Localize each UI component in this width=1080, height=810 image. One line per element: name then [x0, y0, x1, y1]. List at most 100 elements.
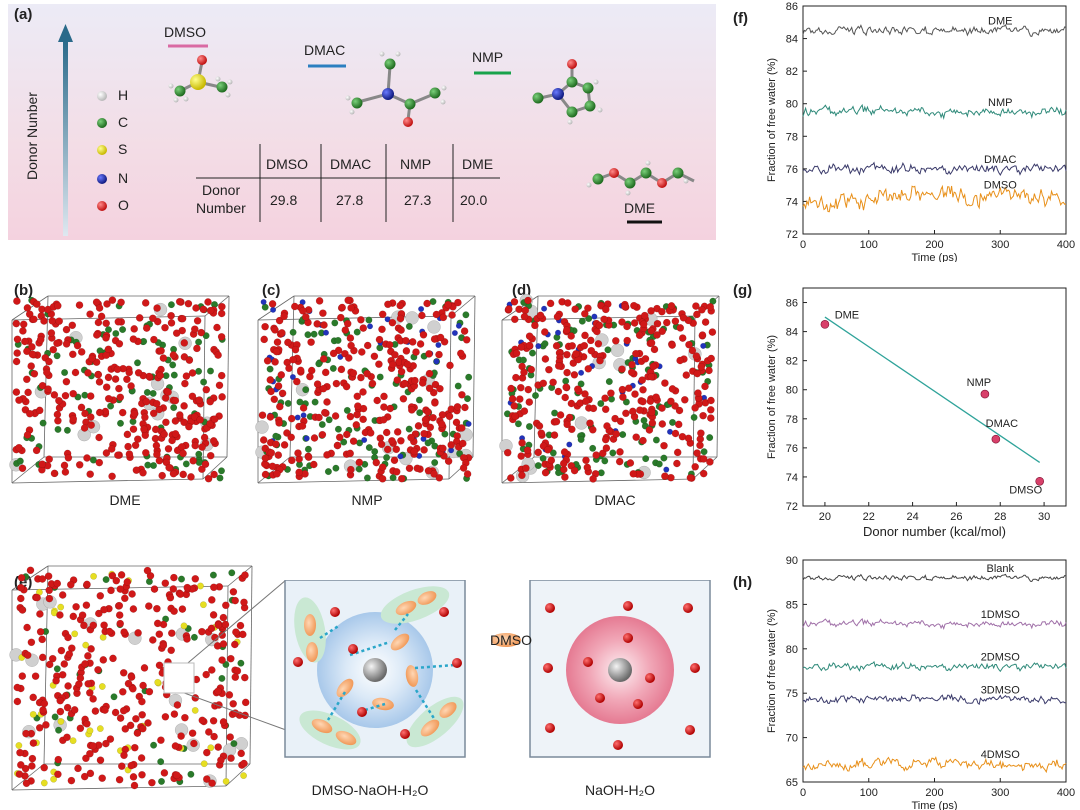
f-series-label-dmac: DMAC — [984, 154, 1016, 166]
hbond-dashes — [319, 613, 456, 721]
g-ytick-label-5: 82 — [786, 356, 798, 368]
g-fit-line — [824, 316, 1041, 463]
h-series-label-3dmso: 3DMSO — [981, 684, 1021, 696]
zoom-line-top — [175, 580, 287, 674]
h-series-line-4dmso — [802, 756, 1067, 774]
panel-label-c: (c) — [262, 282, 281, 299]
dmac-molecule — [345, 51, 447, 127]
g-xtick-label-0: 20 — [819, 511, 831, 523]
f-ytick-label-2: 76 — [786, 164, 798, 176]
h-series-label-1dmso: 1DMSO — [981, 609, 1021, 621]
legend-s-label: S — [118, 141, 128, 157]
g-point-label-nmp: NMP — [967, 377, 991, 389]
table-header-dme: DME — [462, 156, 494, 172]
f-ytick-label-5: 82 — [786, 66, 798, 78]
h-series-line-blank — [802, 573, 1067, 583]
water-molecules-b — [543, 601, 700, 750]
table-header-dmso: DMSO — [266, 156, 308, 172]
table-value-nmp: 27.3 — [404, 192, 432, 208]
dmso-ellipses — [304, 591, 457, 746]
panel-label-a: (a) — [14, 6, 33, 23]
h-ytick-label-2: 75 — [786, 688, 798, 700]
g-point-nmp — [980, 389, 990, 399]
f-xtick-label-1: 100 — [860, 239, 878, 251]
h-series-line-1dmso — [802, 617, 1067, 630]
h-ytick-label-0: 65 — [786, 777, 798, 789]
caption-c: NMP — [351, 492, 383, 508]
g-xtick-label-1: 22 — [863, 511, 875, 523]
caption-b: DME — [109, 492, 141, 508]
h-xlabel: Time (ps) — [911, 800, 957, 810]
f-ytick-label-7: 86 — [786, 1, 798, 13]
f-series-line-dmac — [802, 161, 1067, 176]
h-xtick-label-3: 300 — [991, 787, 1009, 799]
md-box-nmp — [255, 295, 476, 484]
table-row-label-2: Number — [196, 200, 246, 216]
g-plot-frame — [802, 287, 1067, 507]
h-xtick-label-0: 0 — [800, 787, 806, 799]
md-atoms — [9, 296, 226, 483]
f-series-label-dmso: DMSO — [984, 180, 1017, 192]
nmp-molecule — [532, 59, 603, 125]
table-value-dmac: 27.8 — [336, 192, 364, 208]
table-value-dme: 20.0 — [460, 192, 488, 208]
f-ytick-label-1: 74 — [786, 196, 798, 208]
g-point-label-dmac: DMAC — [986, 418, 1018, 430]
donor-arrow-shaft — [63, 40, 68, 236]
dme-molecule-label: DME — [624, 200, 656, 216]
panel-label-h: (h) — [733, 574, 753, 591]
solvation-schematics — [163, 580, 711, 758]
g-xtick-label-4: 28 — [994, 511, 1006, 523]
table-value-dmso: 29.8 — [270, 192, 298, 208]
water-molecules-a — [293, 607, 462, 739]
f-ytick-label-4: 80 — [786, 99, 798, 111]
g-xlabel: Donor number (kcal/mol) — [863, 524, 1006, 539]
md-box-dmac — [499, 293, 720, 484]
h-ytick-label-1: 70 — [786, 733, 798, 745]
table-header-dmac: DMAC — [330, 156, 372, 172]
panel-a-background — [8, 4, 716, 240]
f-xtick-label-3: 300 — [991, 239, 1009, 251]
legend-dmso-label: DMSO — [490, 632, 532, 648]
h-xtick-label-4: 400 — [1057, 787, 1075, 799]
f-series-line-dmso — [802, 184, 1066, 213]
f-plot-frame — [802, 5, 1067, 235]
g-ytick-label-1: 74 — [786, 472, 798, 484]
md-atoms — [9, 566, 250, 790]
legend-n-ball — [97, 174, 107, 184]
f-xtick-label-0: 0 — [800, 239, 806, 251]
donor-number-axis-label: Donor Nunber — [24, 92, 40, 180]
g-point-label-dme: DME — [835, 309, 859, 321]
f-ytick-label-3: 78 — [786, 131, 798, 143]
legend-dmso-ellipse — [491, 633, 521, 647]
h-xtick-label-1: 100 — [860, 787, 878, 799]
legend-s-ball — [97, 145, 107, 155]
table-row-label-1: Donor — [202, 182, 241, 198]
g-ytick-label-2: 76 — [786, 443, 798, 455]
legend-h-label: H — [118, 87, 129, 103]
g-point-label-dmso: DMSO — [1009, 484, 1042, 496]
g-ytick-label-3: 78 — [786, 414, 798, 426]
h-series-line-2dmso — [802, 660, 1067, 673]
chart-f: 0 100 200 300 400 72 74 76 78 80 82 84 86 Time (ps) Fr… — [766, 1, 1075, 262]
zoom-line-bottom — [175, 689, 287, 731]
md-atoms — [499, 293, 717, 483]
f-ylabel: Fraction of free water (%) — [766, 58, 778, 182]
h-ytick-label-5: 90 — [786, 555, 798, 567]
caption-dmso-naoh-h2o: DMSO-NaOH-H₂O — [311, 782, 429, 798]
f-series-line-nmp — [802, 103, 1067, 120]
legend-h-ball — [97, 91, 107, 101]
dmso-molecule-label: DMSO — [164, 24, 206, 40]
md-box-dme — [9, 295, 230, 484]
f-series-label-nmp: NMP — [988, 97, 1012, 109]
f-xtick-label-4: 400 — [1057, 239, 1075, 251]
g-xtick-label-2: 24 — [906, 511, 918, 523]
g-ytick-label-4: 80 — [786, 385, 798, 397]
f-series-line-dme — [802, 24, 1067, 37]
dmso-molecule — [168, 55, 233, 103]
h-xtick-label-2: 200 — [925, 787, 943, 799]
g-ytick-label-0: 72 — [786, 501, 798, 513]
table-header-nmp: NMP — [400, 156, 432, 172]
legend-n-label: N — [118, 170, 129, 186]
h-ytick-label-4: 85 — [786, 599, 798, 611]
